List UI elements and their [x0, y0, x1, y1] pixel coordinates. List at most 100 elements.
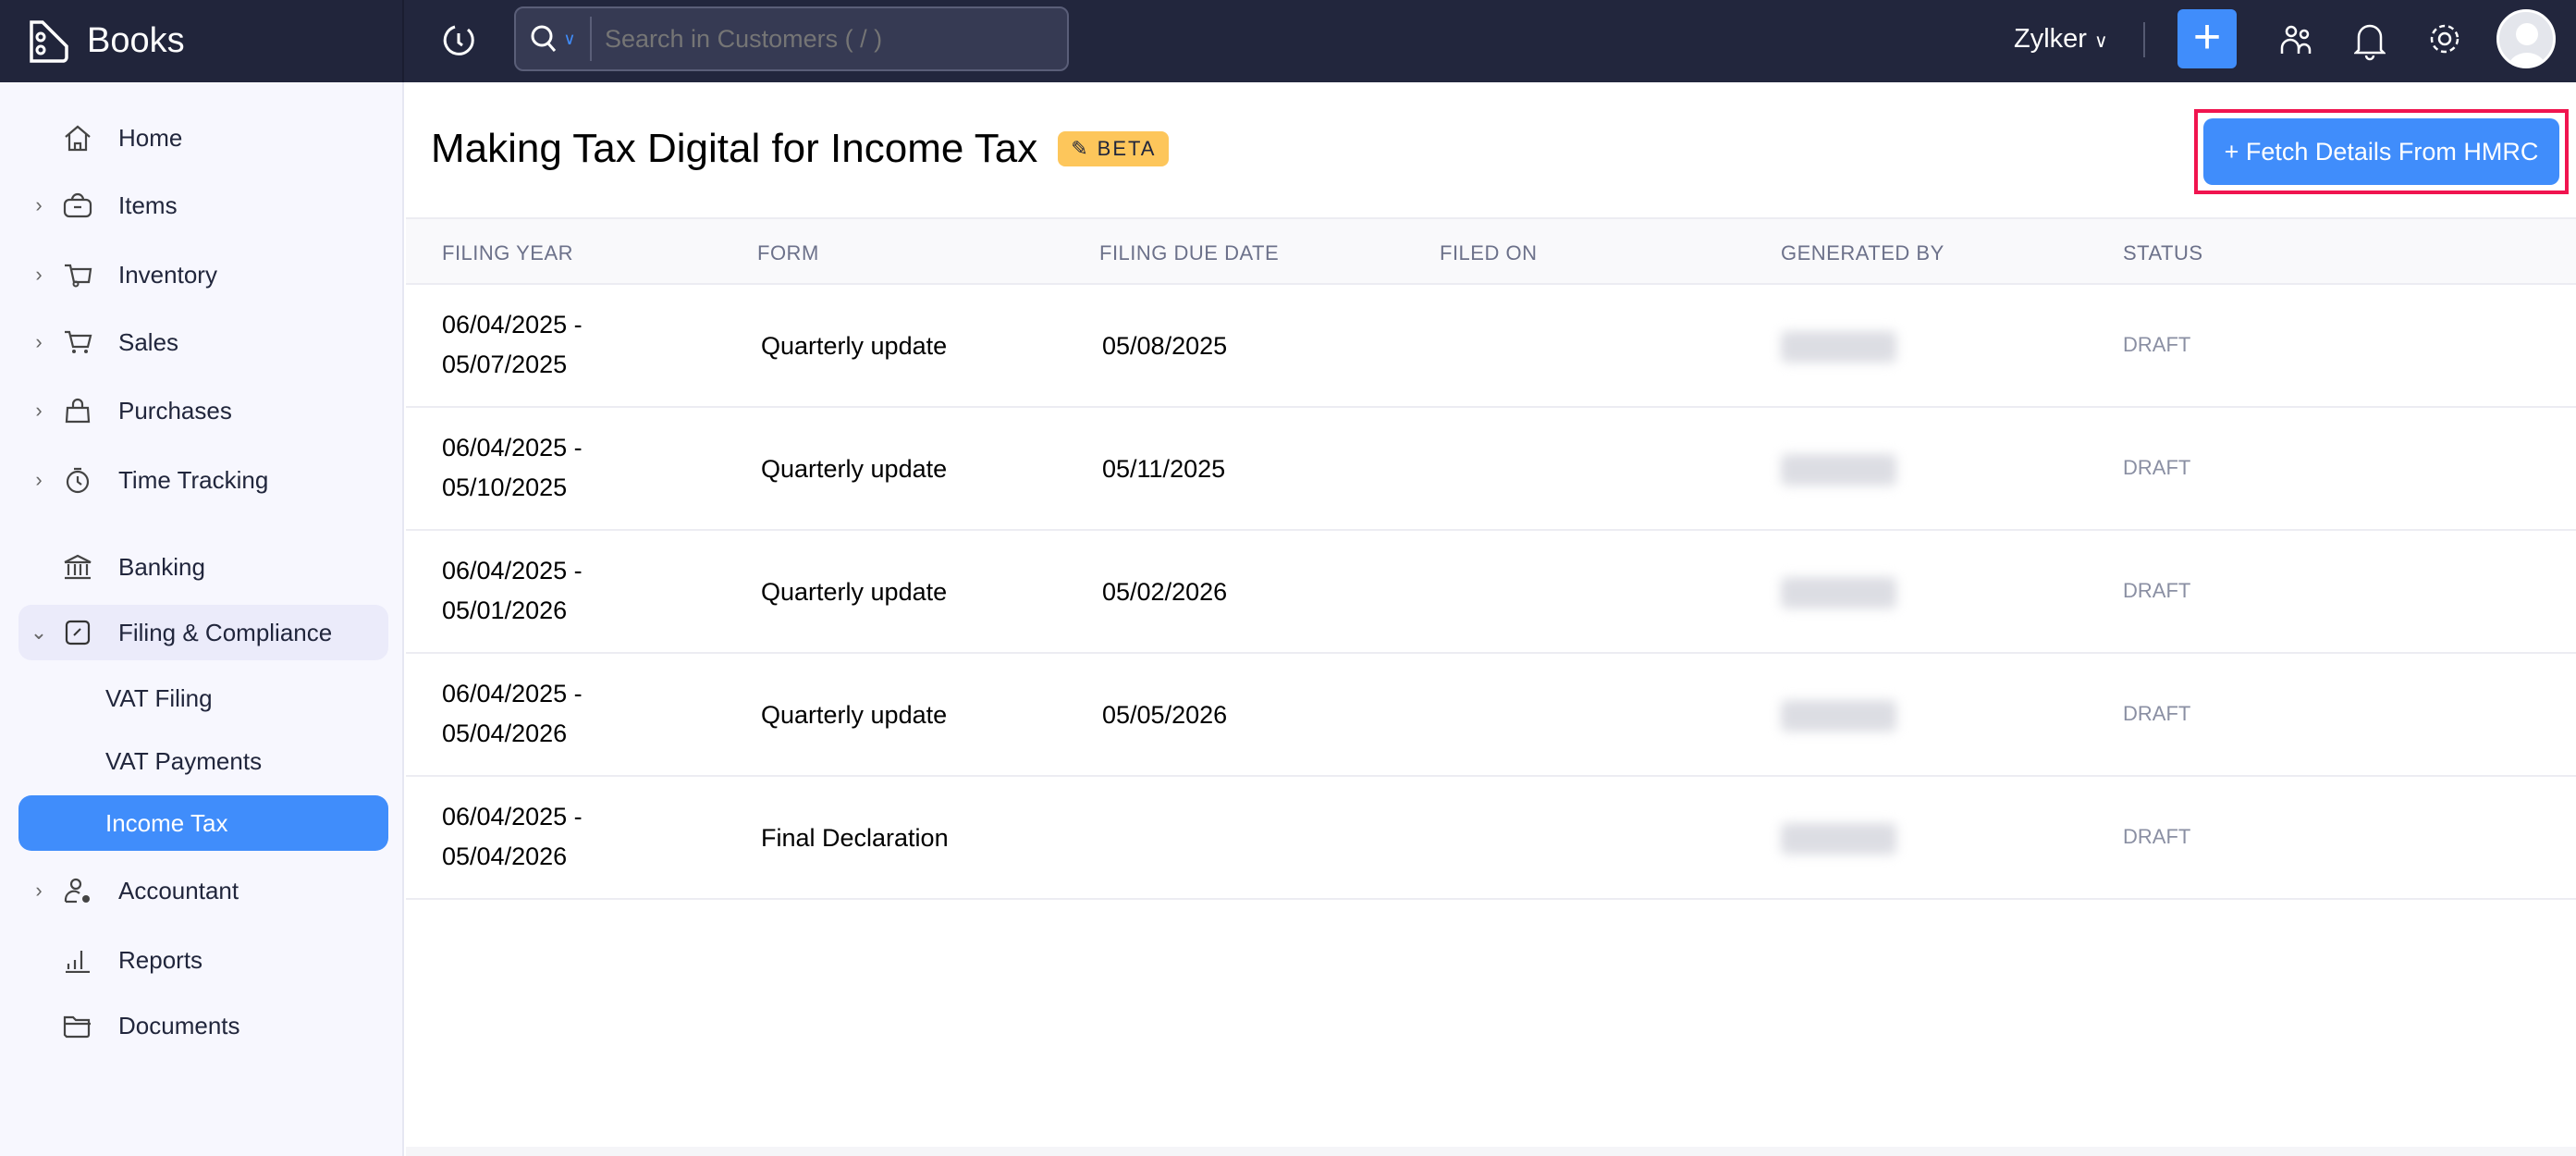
reports-icon [59, 941, 96, 978]
home-icon [59, 119, 96, 156]
sidebar-item-label: Documents [118, 1011, 240, 1039]
generated-by-redacted [1781, 700, 1896, 732]
page-title: Making Tax Digital for Income Tax [431, 126, 1038, 171]
search-scope-dropdown[interactable]: ∨ [516, 17, 592, 61]
sidebar-item-documents[interactable]: Documents [18, 998, 388, 1053]
sidebar-item-income-tax[interactable]: Income Tax [18, 795, 388, 851]
chevron-down-icon: ∨ [2094, 31, 2108, 52]
chevron-right-icon: › [35, 330, 43, 353]
sidebar-item-filing-compliance[interactable]: ⌄ Filing & Compliance [18, 605, 388, 660]
filing-year-cell[interactable]: 06/04/2025 - 05/04/2026 [442, 797, 583, 877]
chevron-right-icon: › [35, 399, 43, 422]
search-box[interactable]: ∨ [514, 6, 1069, 71]
highlight-box: + Fetch Details From HMRC [2194, 109, 2569, 194]
sidebar-item-label: Sales [118, 327, 179, 356]
table-row[interactable]: 06/04/2025 - 05/01/2026 Quarterly update 05… [406, 531, 2576, 654]
filing-year-cell[interactable]: 06/04/2025 - 05/04/2026 [442, 674, 583, 754]
beta-badge: ✎ BETA [1058, 131, 1170, 166]
sidebar-item-purchases[interactable]: › Purchases [18, 383, 388, 438]
filing-year-end: 05/01/2026 [442, 596, 568, 624]
table-row[interactable]: 06/04/2025 - 05/04/2026 Quarterly update 05… [406, 654, 2576, 777]
column-filing-year[interactable]: FILING YEAR [442, 241, 574, 264]
footer-strip [406, 1147, 2576, 1156]
chevron-right-icon: › [35, 468, 43, 491]
table-row[interactable]: 06/04/2025 - 05/04/2026 Final Declaration D… [406, 777, 2576, 900]
fetch-details-from-hmrc-button[interactable]: + Fetch Details From HMRC [2203, 118, 2559, 185]
column-status[interactable]: STATUS [2123, 241, 2203, 264]
form-cell: Final Declaration [761, 824, 949, 852]
sidebar-item-items[interactable]: › Items [18, 178, 388, 233]
sidebar-item-label: Time Tracking [118, 465, 269, 494]
column-filed-on[interactable]: FILED ON [1440, 241, 1538, 264]
column-generated-by[interactable]: GENERATED BY [1781, 241, 1944, 264]
sidebar-item-accountant[interactable]: › Accountant [18, 863, 388, 918]
generated-by-redacted [1781, 454, 1896, 486]
cart-icon [59, 324, 96, 361]
generated-by-redacted [1781, 577, 1896, 609]
organization-switcher[interactable]: Zylker ∨ [2014, 24, 2108, 55]
status-badge: DRAFT [2123, 579, 2191, 602]
sidebar-item-time-tracking[interactable]: › Time Tracking [18, 452, 388, 508]
chevron-right-icon: › [35, 263, 43, 286]
accountant-icon [59, 872, 96, 909]
sidebar-item-label: Accountant [118, 876, 239, 904]
chevron-right-icon: › [35, 193, 43, 216]
search-icon [531, 25, 557, 52]
status-badge: DRAFT [2123, 702, 2191, 725]
sidebar-item-vat-filing[interactable]: VAT Filing [18, 670, 388, 726]
form-cell: Quarterly update [761, 332, 948, 360]
search-input[interactable] [592, 24, 1067, 54]
due-date-cell: 05/02/2026 [1102, 578, 1228, 606]
sidebar: Home › Items › Inventory › Sales › Purchases… [0, 82, 404, 1156]
filing-year-end: 05/07/2025 [442, 350, 568, 378]
stopwatch-icon [59, 461, 96, 498]
avatar[interactable] [2496, 9, 2556, 68]
status-badge: DRAFT [2123, 825, 2191, 848]
badge-label: BETA [1097, 137, 1157, 160]
filing-year-start: 06/04/2025 - [442, 311, 583, 338]
filing-year-cell[interactable]: 06/04/2025 - 05/07/2025 [442, 305, 583, 385]
app-logo[interactable]: Books [0, 0, 404, 82]
filing-year-end: 05/04/2026 [442, 842, 568, 870]
beta-tag-icon: ✎ [1071, 137, 1090, 160]
folder-icon [59, 1007, 96, 1044]
basket-icon [59, 187, 96, 224]
gear-icon[interactable] [2428, 22, 2461, 55]
sidebar-item-label: Banking [118, 552, 205, 581]
sidebar-item-label: Items [118, 191, 178, 219]
sidebar-item-label: Income Tax [105, 808, 228, 837]
bag-icon [59, 392, 96, 429]
sidebar-item-reports[interactable]: Reports [18, 932, 388, 988]
table-row[interactable]: 06/04/2025 - 05/10/2025 Quarterly update 05… [406, 408, 2576, 531]
chevron-right-icon: › [35, 879, 43, 902]
filing-year-start: 06/04/2025 - [442, 803, 583, 830]
bell-icon[interactable] [2354, 20, 2386, 61]
table-header: FILING YEAR FORM FILING DUE DATE FILED O… [406, 217, 2576, 285]
generated-by-redacted [1781, 823, 1896, 855]
sidebar-item-home[interactable]: Home [18, 110, 388, 166]
sidebar-item-sales[interactable]: › Sales [18, 314, 388, 370]
users-icon[interactable] [2280, 22, 2313, 59]
column-form[interactable]: FORM [757, 241, 819, 264]
quick-create-button[interactable]: + [2177, 9, 2237, 68]
table-row[interactable]: 06/04/2025 - 05/07/2025 Quarterly update 05… [406, 285, 2576, 408]
status-badge: DRAFT [2123, 456, 2191, 479]
chevron-down-icon: ⌄ [30, 621, 48, 644]
generated-by-redacted [1781, 331, 1896, 363]
form-cell: Quarterly update [761, 455, 948, 483]
sidebar-item-label: Purchases [118, 396, 232, 424]
due-date-cell: 05/05/2026 [1102, 701, 1228, 729]
app-name: Books [87, 21, 185, 60]
filing-year-cell[interactable]: 06/04/2025 - 05/01/2026 [442, 551, 583, 631]
filing-year-cell[interactable]: 06/04/2025 - 05/10/2025 [442, 428, 583, 508]
due-date-cell: 05/08/2025 [1102, 332, 1228, 360]
sidebar-item-vat-payments[interactable]: VAT Payments [18, 733, 388, 789]
sidebar-item-inventory[interactable]: › Inventory [18, 247, 388, 302]
filing-year-end: 05/10/2025 [442, 473, 568, 501]
filing-year-start: 06/04/2025 - [442, 434, 583, 461]
recent-history-icon[interactable] [440, 20, 477, 61]
top-bar: Books ∨ Zylker ∨ + [0, 0, 2576, 82]
column-filing-due-date[interactable]: FILING DUE DATE [1099, 241, 1280, 264]
page-header: Making Tax Digital for Income Tax ✎ BETA [431, 126, 1170, 172]
sidebar-item-banking[interactable]: Banking [18, 539, 388, 595]
